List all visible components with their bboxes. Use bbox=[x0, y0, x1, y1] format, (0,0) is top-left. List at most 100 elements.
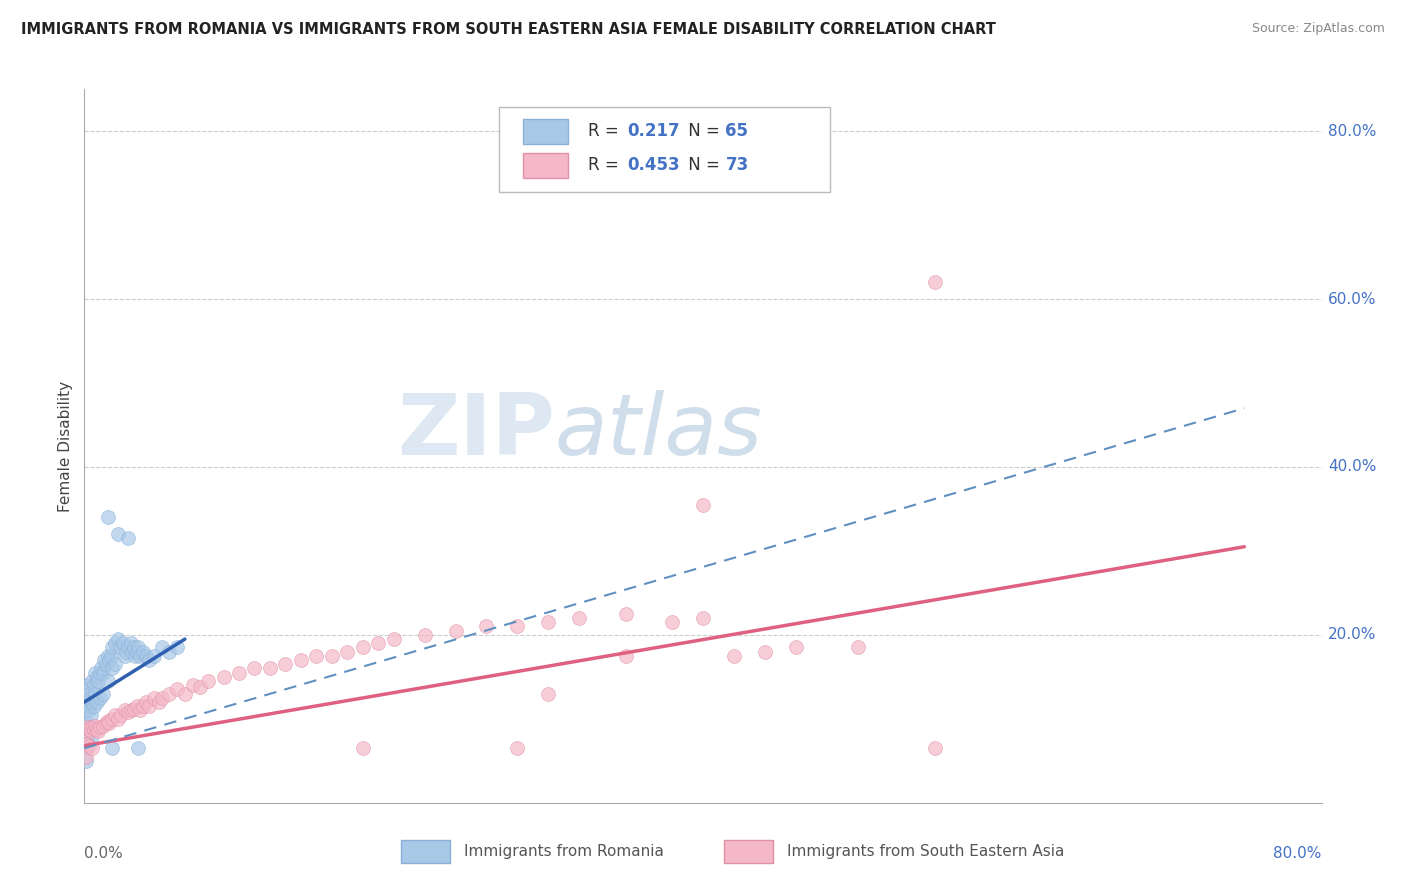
Text: R =: R = bbox=[588, 122, 624, 140]
Point bbox=[127, 741, 149, 756]
Point bbox=[77, 722, 100, 736]
Text: ZIP: ZIP bbox=[396, 390, 554, 474]
Point bbox=[94, 716, 117, 731]
Point bbox=[89, 720, 111, 734]
Point bbox=[138, 653, 160, 667]
Point bbox=[188, 680, 211, 694]
Point bbox=[75, 695, 97, 709]
Point bbox=[82, 741, 104, 756]
Point bbox=[77, 687, 100, 701]
Point bbox=[82, 720, 104, 734]
Point bbox=[117, 640, 139, 655]
Point bbox=[444, 624, 467, 638]
Point bbox=[84, 665, 107, 680]
Point bbox=[114, 703, 136, 717]
Point bbox=[117, 532, 139, 546]
Point bbox=[76, 716, 98, 731]
Point bbox=[127, 640, 149, 655]
Point bbox=[82, 695, 104, 709]
Point bbox=[352, 640, 374, 655]
Point bbox=[83, 722, 105, 736]
Point bbox=[785, 640, 807, 655]
Point bbox=[104, 657, 127, 672]
Point bbox=[692, 611, 714, 625]
Point bbox=[96, 510, 118, 524]
Point bbox=[96, 674, 118, 689]
Point bbox=[166, 640, 188, 655]
Text: N =: N = bbox=[683, 156, 725, 174]
Point bbox=[83, 678, 105, 692]
Point bbox=[506, 619, 529, 633]
Point bbox=[76, 737, 98, 751]
Point bbox=[150, 690, 173, 705]
Point bbox=[336, 645, 359, 659]
Point bbox=[75, 754, 97, 768]
Text: atlas: atlas bbox=[554, 390, 762, 474]
Text: IMMIGRANTS FROM ROMANIA VS IMMIGRANTS FROM SOUTH EASTERN ASIA FEMALE DISABILITY : IMMIGRANTS FROM ROMANIA VS IMMIGRANTS FR… bbox=[21, 22, 995, 37]
Point bbox=[692, 498, 714, 512]
Point bbox=[537, 615, 560, 630]
Point bbox=[83, 699, 105, 714]
Point bbox=[76, 732, 98, 747]
Point bbox=[96, 714, 118, 728]
Point bbox=[614, 607, 637, 621]
Point bbox=[94, 657, 117, 672]
Y-axis label: Female Disability: Female Disability bbox=[58, 380, 73, 512]
Point bbox=[84, 718, 107, 732]
Point bbox=[79, 707, 101, 722]
Point bbox=[114, 648, 136, 663]
Point bbox=[321, 648, 343, 663]
Point bbox=[104, 707, 127, 722]
Point bbox=[107, 632, 129, 646]
Point bbox=[75, 749, 97, 764]
Point bbox=[90, 661, 112, 675]
Point bbox=[89, 665, 111, 680]
Point bbox=[924, 275, 946, 289]
Point bbox=[475, 619, 498, 633]
Point bbox=[77, 720, 100, 734]
Point bbox=[86, 695, 108, 709]
Point bbox=[382, 632, 405, 646]
Point bbox=[124, 648, 146, 663]
Text: 60.0%: 60.0% bbox=[1327, 292, 1376, 307]
Point bbox=[120, 636, 142, 650]
Point bbox=[110, 707, 132, 722]
Point bbox=[259, 661, 281, 675]
Point bbox=[129, 648, 152, 663]
Point bbox=[122, 640, 145, 655]
Point bbox=[75, 724, 97, 739]
Point bbox=[138, 699, 160, 714]
Point bbox=[125, 699, 148, 714]
Point bbox=[87, 724, 110, 739]
Text: 0.0%: 0.0% bbox=[84, 846, 124, 861]
Point bbox=[75, 741, 97, 756]
Point bbox=[125, 645, 148, 659]
Point bbox=[274, 657, 297, 672]
Point bbox=[101, 712, 124, 726]
Point bbox=[305, 648, 328, 663]
Point bbox=[159, 645, 180, 659]
Point bbox=[506, 741, 529, 756]
Point bbox=[82, 674, 104, 689]
Point bbox=[77, 703, 100, 717]
Point bbox=[243, 661, 266, 675]
Point bbox=[197, 674, 219, 689]
Point bbox=[76, 720, 98, 734]
Point bbox=[108, 640, 131, 655]
Point bbox=[132, 645, 155, 659]
Point bbox=[101, 640, 124, 655]
Point bbox=[77, 739, 100, 753]
Point bbox=[754, 645, 776, 659]
Point bbox=[150, 640, 173, 655]
Point bbox=[84, 687, 107, 701]
Point bbox=[121, 645, 143, 659]
Point bbox=[132, 699, 155, 714]
Point bbox=[174, 687, 197, 701]
Point bbox=[86, 670, 108, 684]
Point bbox=[212, 670, 235, 684]
Point bbox=[166, 682, 188, 697]
Point bbox=[75, 724, 97, 739]
Point bbox=[661, 615, 683, 630]
Text: 80.0%: 80.0% bbox=[1327, 124, 1376, 138]
Point bbox=[181, 678, 204, 692]
